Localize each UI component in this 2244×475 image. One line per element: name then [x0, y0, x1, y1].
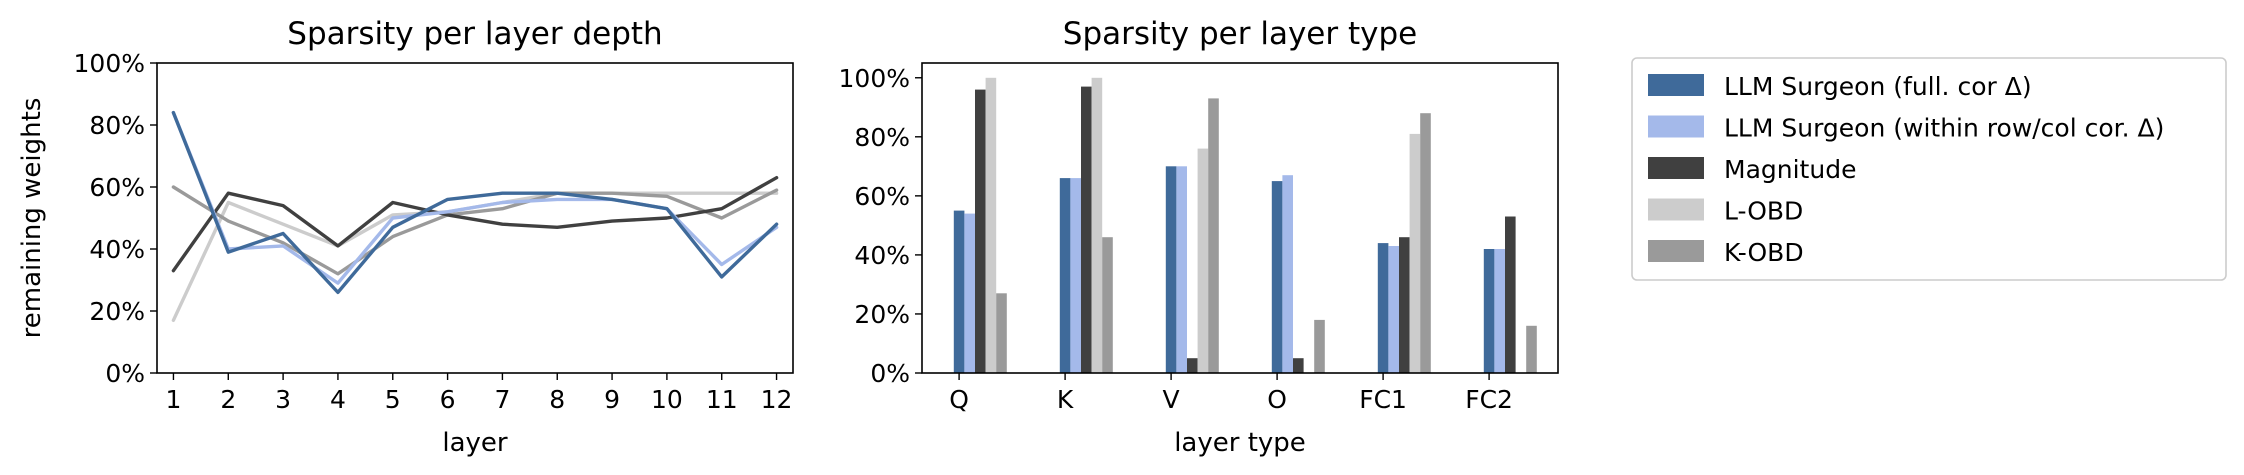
legend-swatch-magnitude: [1648, 157, 1704, 179]
legend: LLM Surgeon (full. cor Δ) LLM Surgeon (wi…: [1631, 57, 2227, 281]
chart1-x-tick-label: 4: [330, 385, 346, 414]
chart2-bar-o-llm-full: [1271, 181, 1283, 373]
chart1-x-tick-label: 5: [385, 385, 401, 414]
chart2-bar-v-llm-within: [1176, 166, 1187, 373]
chart1-x-tick-label: 3: [275, 385, 291, 414]
chart2-x-tick-label: O: [1267, 385, 1287, 414]
legend-label-kobd: K-OBD: [1724, 238, 1804, 267]
chart2-bar-k-magnitude: [1081, 86, 1092, 373]
chart2-y-tick-label: 40%: [854, 241, 910, 270]
chart2-bar-fc1-magnitude: [1399, 237, 1410, 373]
chart2-x-tick-label: K: [1057, 385, 1074, 414]
chart1-y-tick-label: 20%: [89, 297, 145, 326]
legend-swatch-llm-within: [1648, 115, 1704, 138]
chart1-line-llm-full: [171, 110, 779, 295]
chart1-y-ticks: 0% 20% 40% 60% 80% 100%: [74, 49, 157, 388]
chart1-x-tick-label: 10: [651, 385, 683, 414]
chart2-bar-q-magnitude: [975, 89, 986, 373]
chart2-plot-frame: [921, 62, 1559, 374]
chart1-x-tick-label: 2: [220, 385, 236, 414]
chart2-bar-fc1-kobd: [1420, 113, 1431, 373]
chart1-y-tick-label: 0%: [105, 359, 145, 388]
chart2-x-tick-label: Q: [949, 385, 969, 414]
chart2-bar-k-lobd: [1091, 77, 1103, 374]
chart1-x-tick-label: 9: [604, 385, 620, 414]
chart2-bar-k-llm-within: [1070, 178, 1081, 373]
chart2-bar-o-kobd: [1314, 319, 1325, 373]
chart2-bar-fc1-llm-within: [1388, 246, 1399, 373]
chart2-bar-fc2-kobd: [1526, 325, 1537, 373]
chart1-x-ticks: 1 2 3 4 5 6 7 8 9 10 11 12: [165, 373, 792, 414]
chart1-x-tick-label: 12: [761, 385, 793, 414]
chart2-bar-k-kobd: [1102, 237, 1113, 373]
chart2-bar-o-magnitude: [1293, 358, 1304, 373]
chart2-y-tick-label: 60%: [854, 182, 910, 211]
chart1-y-tick-label: 80%: [89, 111, 145, 140]
chart1-y-tick-label: 60%: [89, 173, 145, 202]
chart2-bar-v-kobd: [1208, 98, 1219, 374]
bar-chart-sparsity-per-type: Sparsity per layer type 0% 20% 40% 60% 80% 10…: [839, 16, 1559, 458]
chart2-bar-q-llm-within: [964, 213, 975, 373]
chart1-y-tick-label: 40%: [89, 235, 145, 264]
line-chart-sparsity-per-depth: Sparsity per layer depth 0% 20% 40% 60% 80% 1…: [17, 16, 794, 458]
chart1-y-axis-label: remaining weights: [17, 98, 47, 339]
chart1-x-tick-label: 8: [549, 385, 565, 414]
chart2-y-tick-label: 80%: [854, 123, 910, 152]
chart2-bar-k-llm-full: [1059, 178, 1071, 373]
chart2-bar-v-magnitude: [1187, 358, 1198, 373]
chart1-x-tick-label: 1: [165, 385, 181, 414]
chart2-bars-group: [953, 77, 1537, 374]
chart2-y-ticks: 0% 20% 40% 60% 80% 100%: [839, 64, 922, 388]
chart2-x-axis-label: layer type: [1174, 428, 1306, 458]
chart2-x-tick-label: V: [1163, 385, 1180, 414]
chart1-x-tick-label: 11: [706, 385, 738, 414]
chart2-bar-q-llm-full: [953, 210, 965, 373]
chart2-y-tick-label: 0%: [870, 359, 910, 388]
legend-label-llm-full: LLM Surgeon (full. cor Δ): [1724, 72, 2032, 101]
chart2-title: Sparsity per layer type: [1063, 16, 1417, 52]
chart2-y-tick-label: 100%: [839, 64, 910, 93]
chart1-x-tick-label: 6: [440, 385, 456, 414]
chart1-x-tick-label: 7: [494, 385, 510, 414]
chart1-y-tick-label: 100%: [74, 49, 145, 78]
legend-swatch-lobd: [1648, 198, 1704, 221]
chart2-bar-fc2-magnitude: [1505, 216, 1516, 373]
legend-label-magnitude: Magnitude: [1724, 155, 1856, 184]
chart1-x-axis-label: layer: [442, 428, 508, 458]
legend-label-lobd: L-OBD: [1724, 197, 1803, 226]
chart2-x-tick-label: FC1: [1359, 385, 1407, 414]
legend-swatch-llm-full: [1648, 74, 1704, 96]
legend-label-llm-within: LLM Surgeon (within row/col cor. Δ): [1724, 114, 2164, 143]
chart2-bar-fc2-llm-within: [1494, 249, 1505, 373]
chart2-bar-fc2-llm-full: [1483, 249, 1495, 373]
chart2-bar-fc1-lobd: [1409, 133, 1421, 373]
chart2-bar-v-llm-full: [1165, 166, 1177, 373]
legend-swatch-kobd: [1648, 240, 1704, 262]
legend-frame: [1631, 57, 2227, 281]
chart2-x-ticks: Q K V O FC1 FC2: [949, 373, 1513, 414]
chart2-bar-v-lobd: [1197, 148, 1209, 373]
chart1-title: Sparsity per layer depth: [287, 16, 662, 52]
chart1-series-group: [171, 110, 779, 322]
chart2-bar-q-lobd: [985, 77, 997, 374]
chart1-line-kobd: [171, 185, 779, 276]
chart2-bar-o-llm-within: [1282, 175, 1293, 373]
chart2-y-tick-label: 20%: [854, 300, 910, 329]
chart2-bar-fc1-llm-full: [1377, 243, 1389, 373]
chart1-plot-frame: [156, 62, 794, 374]
chart2-bar-q-kobd: [996, 293, 1007, 373]
chart2-x-tick-label: FC2: [1465, 385, 1513, 414]
